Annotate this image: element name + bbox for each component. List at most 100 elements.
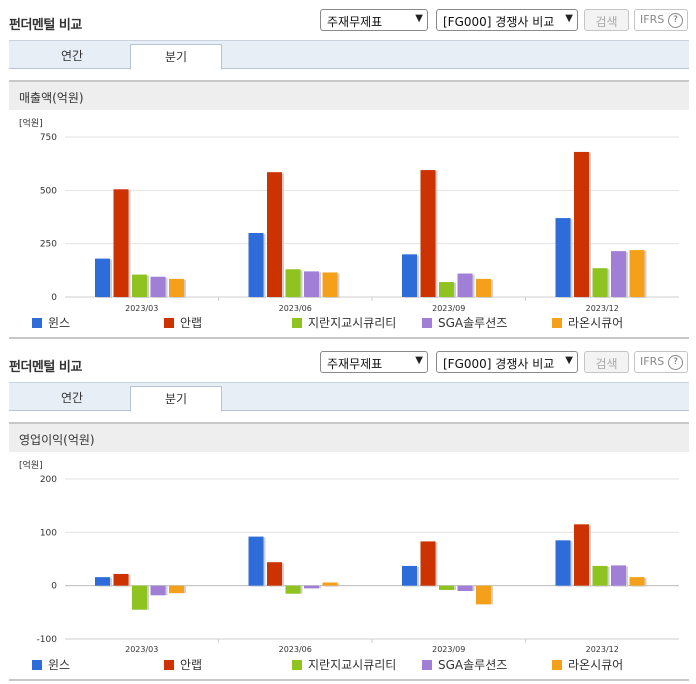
legend-item[interactable]: 안랩 <box>164 656 202 673</box>
section-divider <box>9 337 689 339</box>
statement-select[interactable]: 주재무제표 ▼ <box>320 351 428 373</box>
x-tick-label: 2023/12 <box>586 645 619 654</box>
bar[interactable] <box>113 189 129 297</box>
x-tick-label: 2023/03 <box>125 304 158 313</box>
legend-label: 라온시큐어 <box>568 658 624 672</box>
y-tick-label: 250 <box>40 240 57 250</box>
metric-header: 영업이익(억원) <box>9 422 689 452</box>
tab-quarterly[interactable]: 분기 <box>130 44 222 70</box>
section-divider <box>9 679 689 681</box>
legend-swatch <box>32 318 42 328</box>
legend-swatch <box>422 318 432 328</box>
bar[interactable] <box>132 585 147 610</box>
bar[interactable] <box>285 585 301 594</box>
x-tick-label: 2023/06 <box>279 645 312 654</box>
bar[interactable] <box>555 540 571 586</box>
legend-item[interactable]: 라온시큐어 <box>552 314 623 331</box>
bar[interactable] <box>574 151 589 297</box>
bar[interactable] <box>169 278 184 297</box>
bar[interactable] <box>457 273 473 297</box>
bar[interactable] <box>476 585 491 605</box>
bar[interactable] <box>439 585 454 590</box>
bar[interactable] <box>402 254 417 297</box>
peer-group-select[interactable]: [FG000] 경쟁사 비교 ▼ <box>436 351 578 373</box>
x-tick-label: 2023/09 <box>432 304 465 313</box>
legend-swatch <box>164 318 174 328</box>
x-tick-label: 2023/03 <box>125 645 158 654</box>
legend-label: 지란지교시큐리티 <box>308 658 397 672</box>
operating-profit-chart: [억원] -100 0 100 200 2023/03 2023/06 2023/09 2023… <box>19 459 679 654</box>
legend-item[interactable]: 라온시큐어 <box>552 656 623 673</box>
search-button[interactable]: 검색 <box>584 351 629 373</box>
bar[interactable] <box>439 282 454 297</box>
bar[interactable] <box>267 172 282 297</box>
bar[interactable] <box>420 170 436 297</box>
statement-select[interactable]: 주재무제표 ▼ <box>320 9 428 31</box>
peer-group-select-value: [FG000] 경쟁사 비교 <box>443 15 555 29</box>
bar[interactable] <box>457 585 473 591</box>
tab-annual[interactable]: 연간 <box>60 49 84 63</box>
bar[interactable] <box>248 233 264 297</box>
bar[interactable] <box>113 573 129 586</box>
help-icon: ? <box>668 355 683 370</box>
chevron-down-icon: ▼ <box>415 355 423 366</box>
legend-swatch <box>552 660 562 670</box>
bar[interactable] <box>150 276 166 297</box>
bar[interactable] <box>611 251 626 297</box>
ifrs-help-button[interactable]: IFRS ? <box>634 351 688 373</box>
bar[interactable] <box>285 269 301 297</box>
bar[interactable] <box>95 258 110 297</box>
bar[interactable] <box>629 250 645 297</box>
legend-label: 윈스 <box>48 658 71 672</box>
legend-label: 안랩 <box>180 316 203 330</box>
bar[interactable] <box>304 271 319 297</box>
legend-item[interactable]: SGA솔루션즈 <box>422 314 507 331</box>
bar[interactable] <box>611 565 626 586</box>
legend-swatch <box>32 660 42 670</box>
bar[interactable] <box>402 565 417 586</box>
bar[interactable] <box>476 278 491 297</box>
bar[interactable] <box>592 565 608 586</box>
x-tick-label: 2023/12 <box>586 304 619 313</box>
bar[interactable] <box>267 562 282 586</box>
bar[interactable] <box>420 541 436 586</box>
bar[interactable] <box>169 585 184 594</box>
y-tick-label: 100 <box>40 528 57 538</box>
section-title: 펀더멘털 비교 <box>9 360 82 375</box>
bar[interactable] <box>304 585 319 589</box>
legend-swatch <box>292 660 302 670</box>
bar[interactable] <box>322 582 338 586</box>
x-tick-label: 2023/09 <box>432 645 465 654</box>
legend-label: SGA솔루션즈 <box>438 316 508 330</box>
legend-item[interactable]: 윈스 <box>32 314 70 331</box>
legend-swatch <box>552 318 562 328</box>
bar[interactable] <box>150 585 166 596</box>
peer-group-select-value: [FG000] 경쟁사 비교 <box>443 357 555 371</box>
y-tick-label: 500 <box>40 186 57 196</box>
y-tick-label: -100 <box>37 635 58 645</box>
bar[interactable] <box>574 524 589 586</box>
search-button[interactable]: 검색 <box>584 9 629 31</box>
bar[interactable] <box>555 218 571 297</box>
tab-annual[interactable]: 연간 <box>60 391 84 405</box>
bar[interactable] <box>95 577 110 586</box>
legend-swatch <box>422 660 432 670</box>
bar[interactable] <box>592 268 608 297</box>
ifrs-label: IFRS <box>640 355 665 368</box>
legend-item[interactable]: 지란지교시큐리티 <box>292 314 396 331</box>
tab-quarterly[interactable]: 분기 <box>130 386 222 412</box>
period-tabs: 연간 분기 <box>9 382 689 412</box>
bar[interactable] <box>322 272 338 297</box>
bar[interactable] <box>629 577 645 586</box>
bar[interactable] <box>132 274 147 297</box>
legend-label: 윈스 <box>48 316 71 330</box>
statement-select-value: 주재무제표 <box>327 15 383 29</box>
legend-item[interactable]: 윈스 <box>32 656 70 673</box>
statement-select-value: 주재무제표 <box>327 357 383 371</box>
ifrs-help-button[interactable]: IFRS ? <box>634 9 688 31</box>
legend-item[interactable]: 안랩 <box>164 314 202 331</box>
legend-item[interactable]: SGA솔루션즈 <box>422 656 507 673</box>
legend-item[interactable]: 지란지교시큐리티 <box>292 656 396 673</box>
peer-group-select[interactable]: [FG000] 경쟁사 비교 ▼ <box>436 9 578 31</box>
bar[interactable] <box>248 536 264 586</box>
